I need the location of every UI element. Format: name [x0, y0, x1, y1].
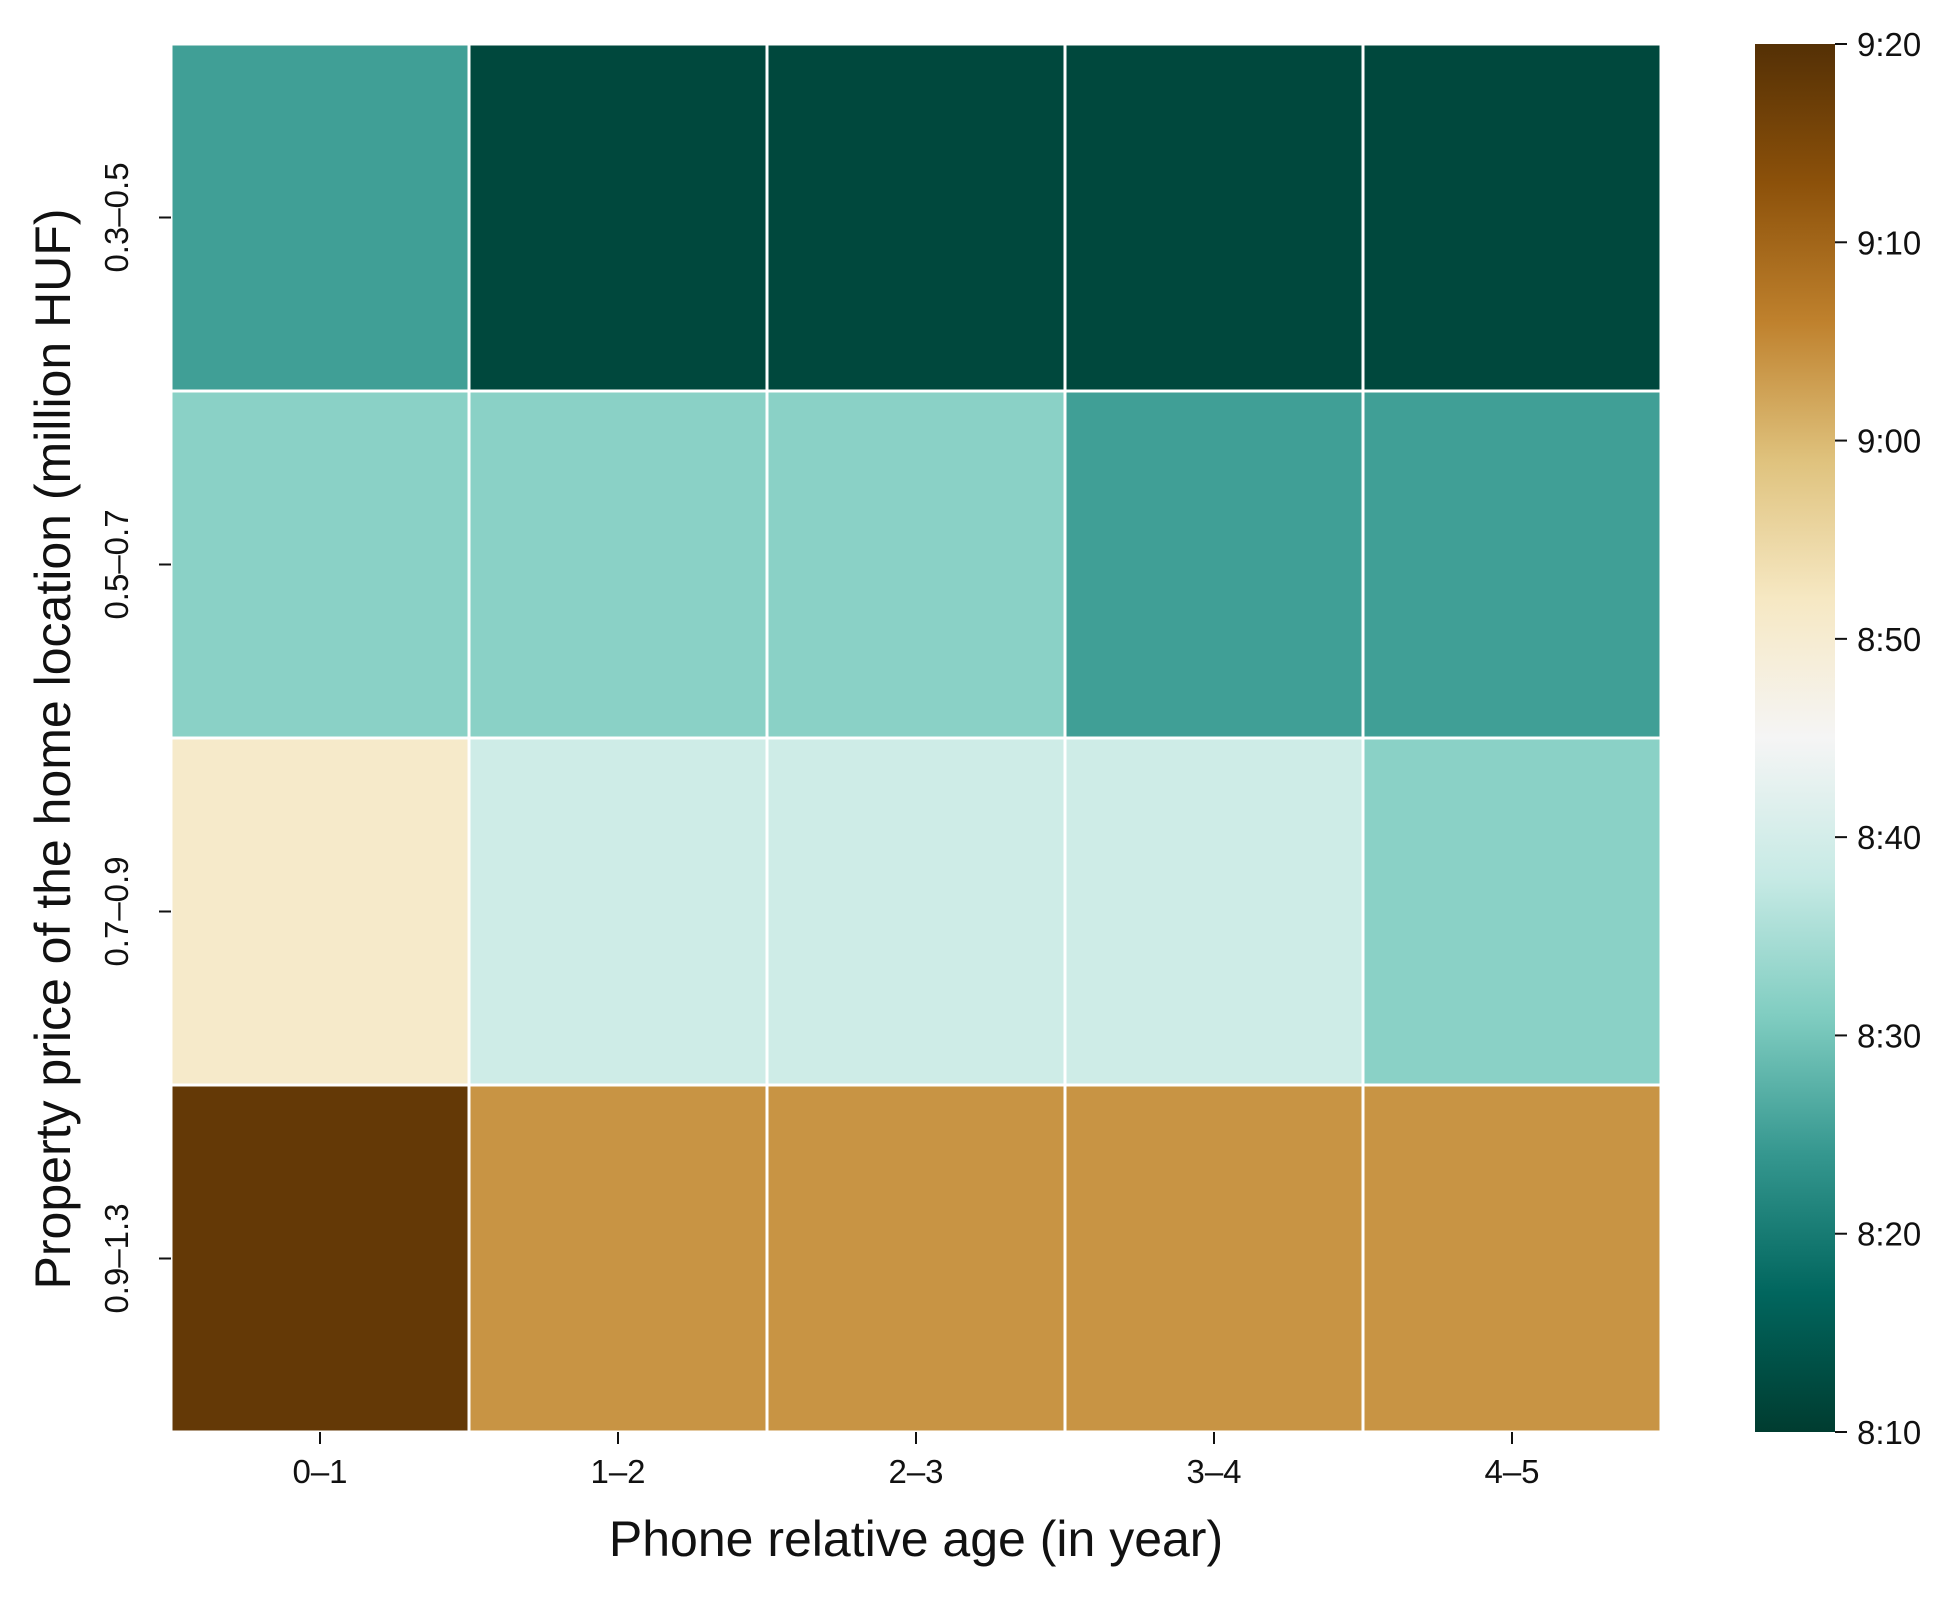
colorbar-tick-label: 9:10	[1857, 224, 1921, 261]
x-axis-label: Phone relative age (in year)	[609, 1511, 1223, 1567]
heatmap-cells	[169, 42, 1663, 1434]
x-tick-label: 2–3	[888, 1453, 943, 1490]
colorbar-tick-label: 9:00	[1857, 423, 1921, 460]
heatmap-cell	[467, 42, 769, 393]
y-tick-label: 0.7–0.9	[98, 856, 135, 966]
colorbar-tick-label: 8:50	[1857, 621, 1921, 658]
heatmap-cell	[467, 736, 769, 1087]
x-tick-label: 0–1	[292, 1453, 347, 1490]
y-axis-ticks: 0.3–0.5 0.5–0.7 0.7–0.9 0.9–1.3	[98, 162, 171, 1314]
colorbar-tick-label: 8:40	[1857, 819, 1921, 856]
x-tick-label: 1–2	[590, 1453, 645, 1490]
heatmap-cell	[1063, 42, 1365, 393]
heatmap-cell	[1063, 1083, 1365, 1434]
heatmap-cell	[765, 736, 1067, 1087]
colorbar-tick-label: 8:10	[1857, 1414, 1921, 1451]
colorbar-tick-label: 8:30	[1857, 1017, 1921, 1054]
heatmap-cell	[765, 1083, 1067, 1434]
heatmap-cell	[765, 389, 1067, 740]
heatmap-cell	[169, 389, 471, 740]
x-axis-ticks: 0–1 1–2 2–3 3–4 4–5	[292, 1432, 1540, 1490]
heatmap-cell	[467, 389, 769, 740]
heatmap-cell	[1361, 42, 1663, 393]
colorbar	[1755, 44, 1835, 1432]
y-tick-label: 0.9–1.3	[98, 1203, 135, 1313]
heatmap-cell	[1063, 736, 1365, 1087]
x-tick-label: 3–4	[1186, 1453, 1241, 1490]
heatmap-cell	[467, 1083, 769, 1434]
heatmap-cell	[169, 42, 471, 393]
colorbar-ticks: 8:10 8:20 8:30 8:40 8:50 9:00 9:10 9:20	[1835, 26, 1921, 1451]
y-tick-label: 0.5–0.7	[98, 509, 135, 619]
heatmap-cell	[1063, 389, 1365, 740]
y-axis-label: Property price of the home location (mil…	[25, 209, 81, 1290]
heatmap-cell	[1361, 389, 1663, 740]
heatmap-cell	[169, 736, 471, 1087]
heatmap-cell	[1361, 1083, 1663, 1434]
heatmap-cell	[169, 1083, 471, 1434]
heatmap-cell	[1361, 736, 1663, 1087]
heatmap-cell	[765, 42, 1067, 393]
colorbar-tick-label: 8:20	[1857, 1216, 1921, 1253]
colorbar-tick-label: 9:20	[1857, 26, 1921, 63]
y-tick-label: 0.3–0.5	[98, 162, 135, 272]
x-tick-label: 4–5	[1484, 1453, 1539, 1490]
